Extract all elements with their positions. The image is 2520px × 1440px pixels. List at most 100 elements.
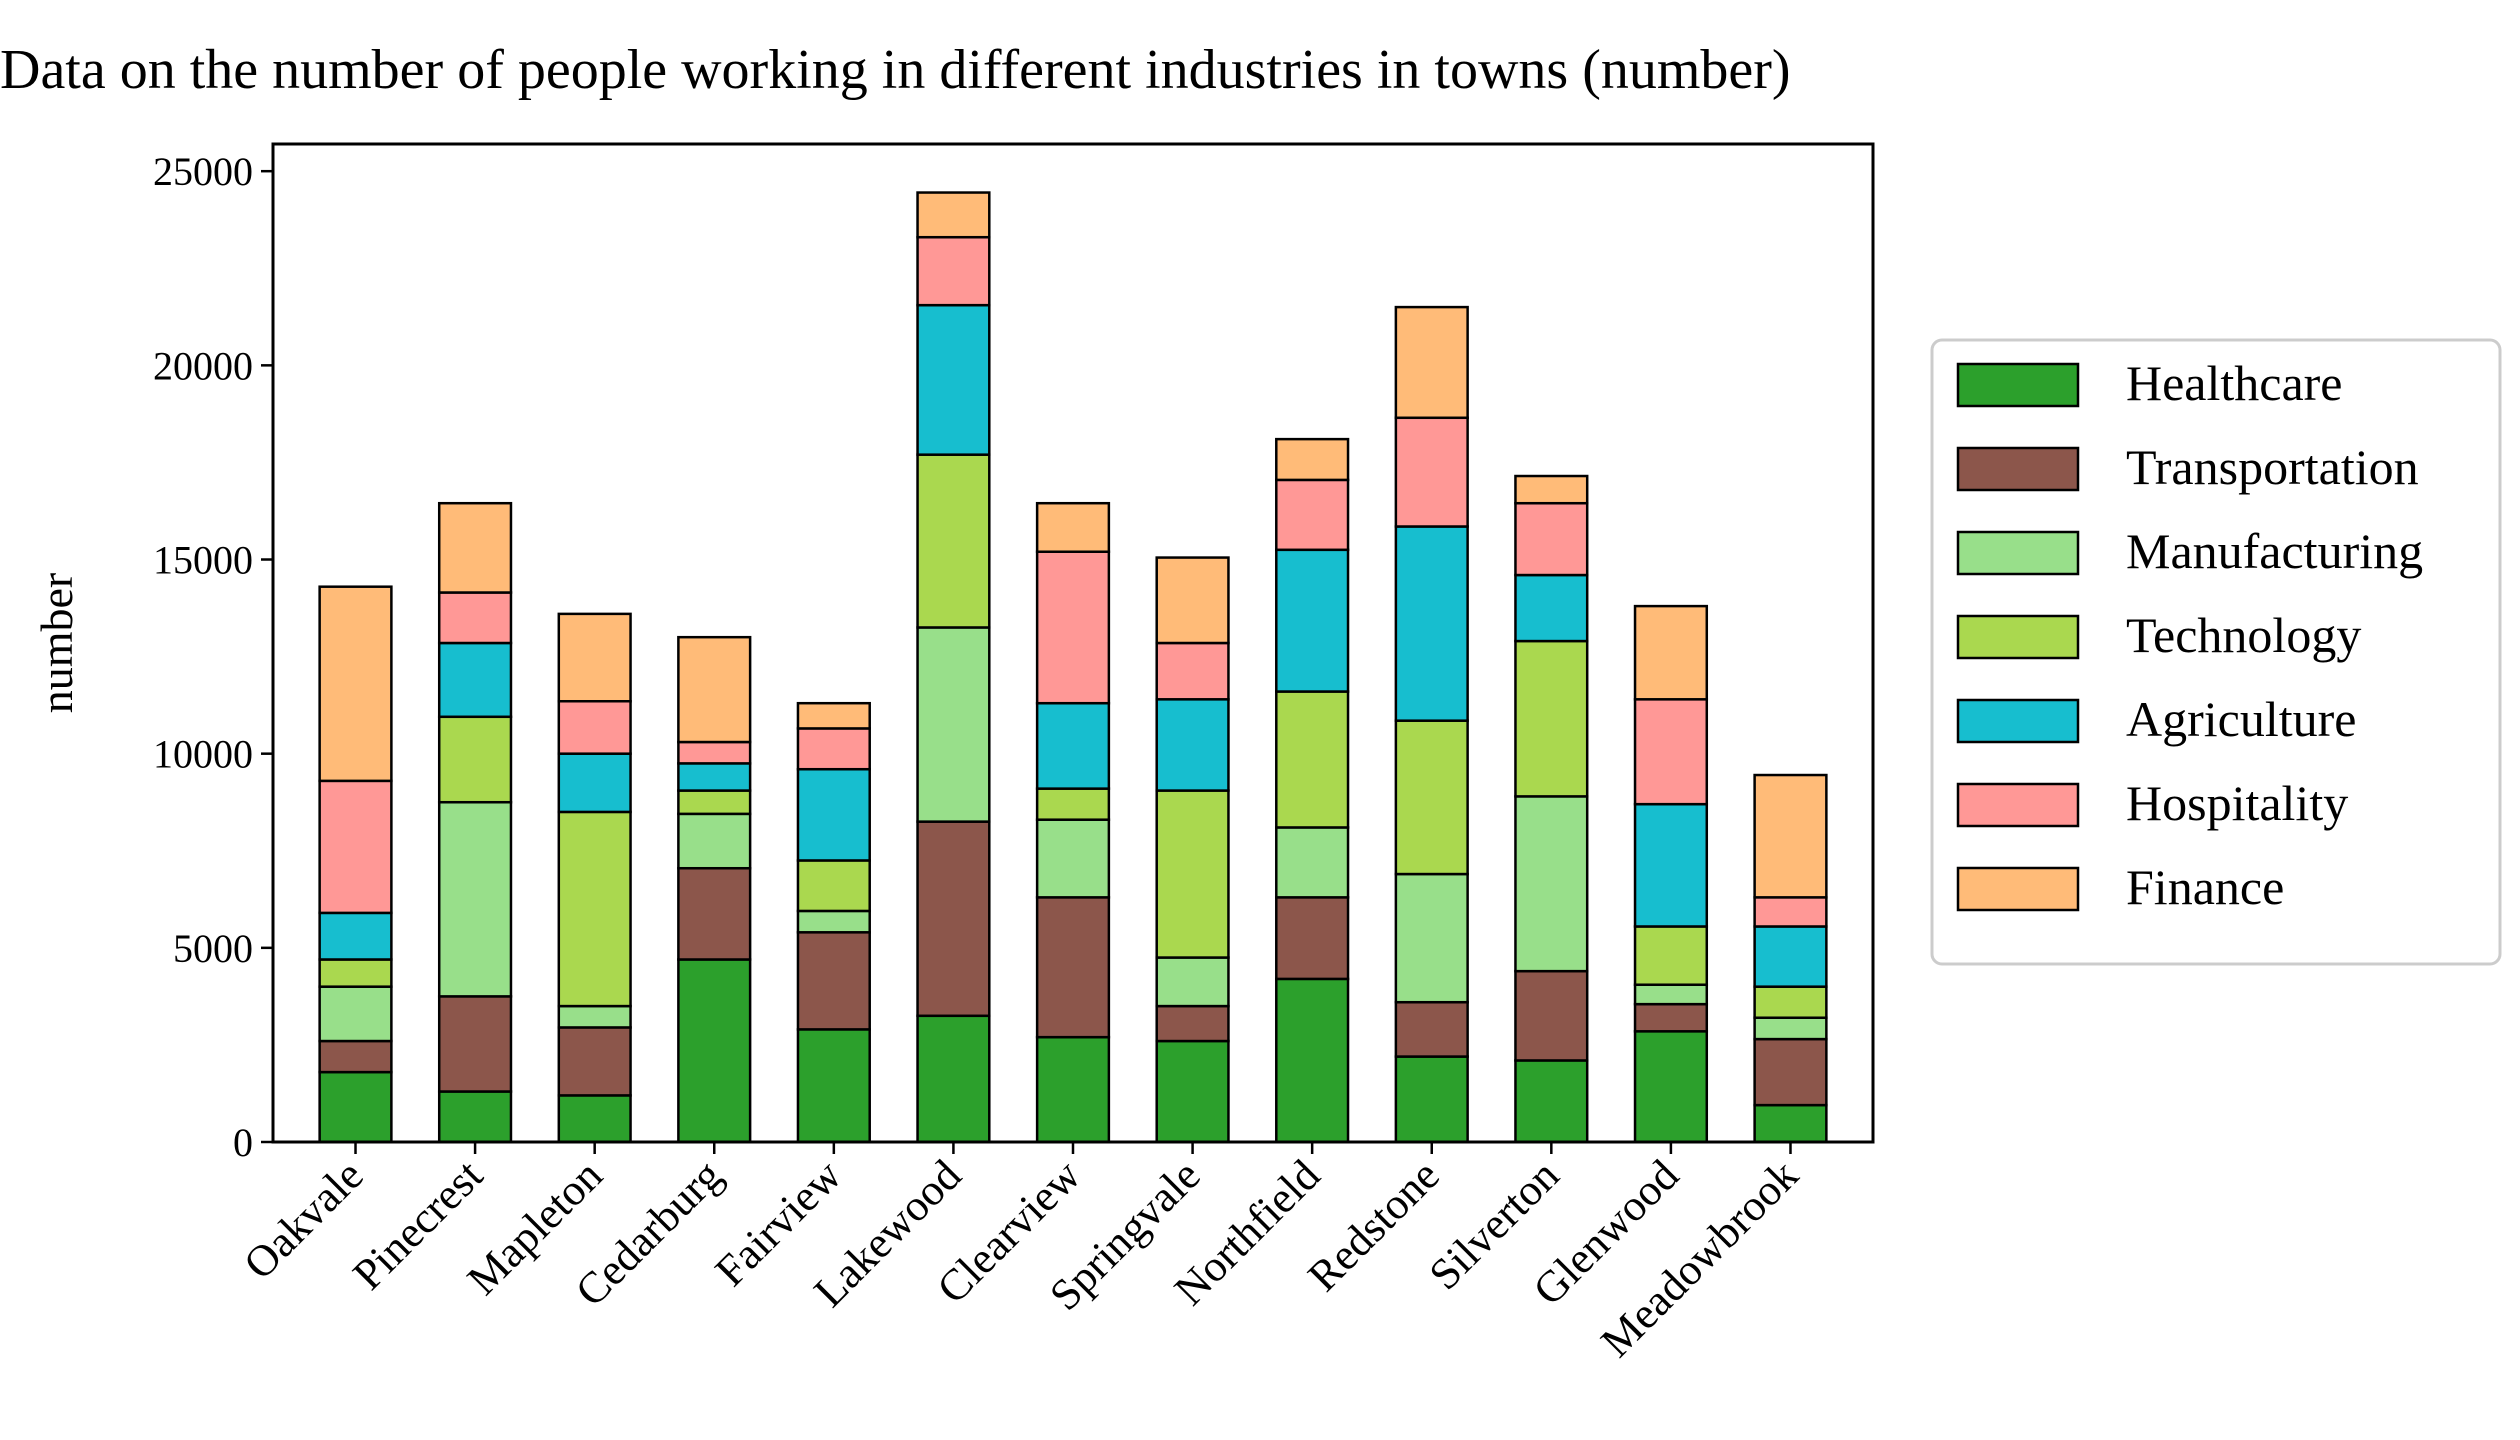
bar-segment-hospitality-pinecrest bbox=[437, 591, 513, 645]
bar-segment-transportation-northfield bbox=[1275, 896, 1350, 981]
bar-segment-finance-meadowbrook bbox=[1753, 773, 1828, 899]
bar-segment-hospitality-silverton bbox=[1514, 501, 1589, 577]
bar-segment-manufacturing-redstone bbox=[1394, 872, 1469, 1004]
y-tick-label: 25000 bbox=[153, 149, 253, 194]
y-tick-label: 10000 bbox=[153, 732, 253, 777]
legend-swatch-hospitality bbox=[1956, 782, 2080, 828]
bar-segment-finance-fairview bbox=[796, 701, 871, 730]
bar-segment-healthcare-clearview bbox=[1035, 1035, 1111, 1144]
bar-segment-finance-pinecrest bbox=[437, 501, 513, 594]
bar-segment-manufacturing-pinecrest bbox=[437, 800, 513, 998]
bar-segment-technology-meadowbrook bbox=[1753, 985, 1828, 1019]
bar-segment-transportation-clearview bbox=[1035, 896, 1111, 1039]
bar-segment-manufacturing-fairview bbox=[796, 909, 871, 934]
bar-segment-agriculture-springvale bbox=[1155, 698, 1230, 792]
legend-label-transportation: Transportation bbox=[2126, 439, 2419, 495]
legend-swatch-finance bbox=[1956, 866, 2080, 912]
bar-segment-agriculture-cedarburg bbox=[677, 762, 752, 792]
legend-label-technology: Technology bbox=[2126, 607, 2361, 663]
bar-segment-manufacturing-meadowbrook bbox=[1753, 1016, 1828, 1041]
bar-segment-finance-redstone bbox=[1394, 305, 1469, 420]
legend-label-finance: Finance bbox=[2126, 859, 2284, 915]
bar-segment-manufacturing-clearview bbox=[1035, 818, 1111, 899]
y-axis-label: number bbox=[31, 573, 82, 714]
bar-segment-technology-fairview bbox=[796, 859, 871, 913]
bar-segment-healthcare-lakewood bbox=[916, 1014, 991, 1144]
bar-segment-transportation-oakvale bbox=[318, 1039, 393, 1074]
legend-swatch-technology bbox=[1956, 614, 2080, 660]
bar-segment-agriculture-redstone bbox=[1394, 525, 1469, 722]
bar-segment-agriculture-fairview bbox=[796, 767, 871, 862]
bar-segment-transportation-silverton bbox=[1514, 969, 1589, 1062]
bar-segment-agriculture-northfield bbox=[1275, 548, 1350, 693]
bar-segment-hospitality-glenwood bbox=[1633, 698, 1709, 806]
legend-label-hospitality: Hospitality bbox=[2126, 775, 2348, 831]
bar-segment-healthcare-meadowbrook bbox=[1753, 1103, 1828, 1144]
bar-segment-manufacturing-cedarburg bbox=[677, 812, 752, 870]
bar-segment-transportation-springvale bbox=[1155, 1004, 1230, 1043]
bar-segment-healthcare-glenwood bbox=[1633, 1030, 1709, 1144]
legend-swatch-healthcare bbox=[1956, 362, 2080, 408]
bar-segment-technology-pinecrest bbox=[437, 715, 513, 804]
bar-segment-technology-redstone bbox=[1394, 719, 1469, 876]
bar-segment-agriculture-glenwood bbox=[1633, 802, 1709, 928]
bar-segment-finance-springvale bbox=[1155, 556, 1230, 645]
bar-segment-hospitality-mapleton bbox=[557, 699, 632, 755]
bar-segment-technology-lakewood bbox=[916, 453, 991, 629]
bar-segment-transportation-mapleton bbox=[557, 1026, 632, 1097]
bar-segment-technology-mapleton bbox=[557, 810, 632, 1008]
bar-segment-agriculture-mapleton bbox=[557, 752, 632, 814]
bar-segment-technology-cedarburg bbox=[677, 789, 752, 816]
bar-segment-finance-silverton bbox=[1514, 474, 1589, 505]
bar-segment-healthcare-silverton bbox=[1514, 1059, 1589, 1144]
bar-segment-finance-clearview bbox=[1035, 501, 1111, 553]
bar-segment-technology-glenwood bbox=[1633, 925, 1709, 986]
chart-title: Data on the number of people working in … bbox=[0, 39, 1791, 101]
bar-segment-manufacturing-mapleton bbox=[557, 1004, 632, 1029]
bar-segment-hospitality-oakvale bbox=[318, 779, 393, 915]
bar-segment-hospitality-cedarburg bbox=[677, 740, 752, 765]
bar-segment-healthcare-northfield bbox=[1275, 977, 1350, 1144]
bar-segment-transportation-fairview bbox=[796, 931, 871, 1031]
legend-label-healthcare: Healthcare bbox=[2126, 355, 2343, 411]
bar-segment-agriculture-meadowbrook bbox=[1753, 925, 1828, 988]
legend: Healthcare Transportation Manufacturing Tec… bbox=[1930, 338, 2502, 966]
bar-segment-finance-mapleton bbox=[557, 612, 632, 703]
bar-segment-manufacturing-silverton bbox=[1514, 795, 1589, 973]
bar-segment-healthcare-mapleton bbox=[557, 1094, 632, 1144]
legend-swatch-manufacturing bbox=[1956, 530, 2080, 576]
bar-segment-hospitality-redstone bbox=[1394, 416, 1469, 528]
x-tick-label: Redstone bbox=[1298, 1150, 1448, 1300]
bar-segment-transportation-glenwood bbox=[1633, 1002, 1709, 1033]
bar-segment-technology-northfield bbox=[1275, 690, 1350, 829]
bar-segment-hospitality-fairview bbox=[796, 727, 871, 771]
bar-segment-manufacturing-lakewood bbox=[916, 626, 991, 823]
bar-segment-manufacturing-oakvale bbox=[318, 985, 393, 1043]
bar-segment-finance-lakewood bbox=[916, 191, 991, 239]
legend-label-agriculture: Agriculture bbox=[2126, 691, 2356, 747]
bar-segment-hospitality-meadowbrook bbox=[1753, 896, 1828, 928]
bars-layer bbox=[318, 191, 1828, 1144]
bar-segment-hospitality-springvale bbox=[1155, 641, 1230, 701]
bar-segment-agriculture-lakewood bbox=[916, 303, 991, 456]
bar-segment-technology-springvale bbox=[1155, 789, 1230, 959]
bar-segment-transportation-pinecrest bbox=[437, 995, 513, 1093]
bar-segment-finance-cedarburg bbox=[677, 635, 752, 744]
y-tick-label: 20000 bbox=[153, 343, 253, 388]
bar-segment-finance-oakvale bbox=[318, 585, 393, 783]
legend-swatch-transportation bbox=[1956, 446, 2080, 492]
bar-segment-healthcare-redstone bbox=[1394, 1055, 1469, 1144]
bar-segment-agriculture-clearview bbox=[1035, 701, 1111, 790]
bar-segment-healthcare-cedarburg bbox=[677, 958, 752, 1144]
bar-segment-manufacturing-glenwood bbox=[1633, 983, 1709, 1006]
bar-segment-technology-silverton bbox=[1514, 639, 1589, 798]
y-tick-label: 5000 bbox=[173, 926, 253, 971]
bar-segment-hospitality-clearview bbox=[1035, 550, 1111, 705]
bar-segment-transportation-redstone bbox=[1394, 1000, 1469, 1058]
bar-segment-agriculture-pinecrest bbox=[437, 641, 513, 719]
y-tick-label: 15000 bbox=[153, 538, 253, 583]
bar-segment-technology-clearview bbox=[1035, 787, 1111, 821]
bar-segment-technology-oakvale bbox=[318, 958, 393, 988]
bar-segment-healthcare-fairview bbox=[796, 1028, 871, 1144]
